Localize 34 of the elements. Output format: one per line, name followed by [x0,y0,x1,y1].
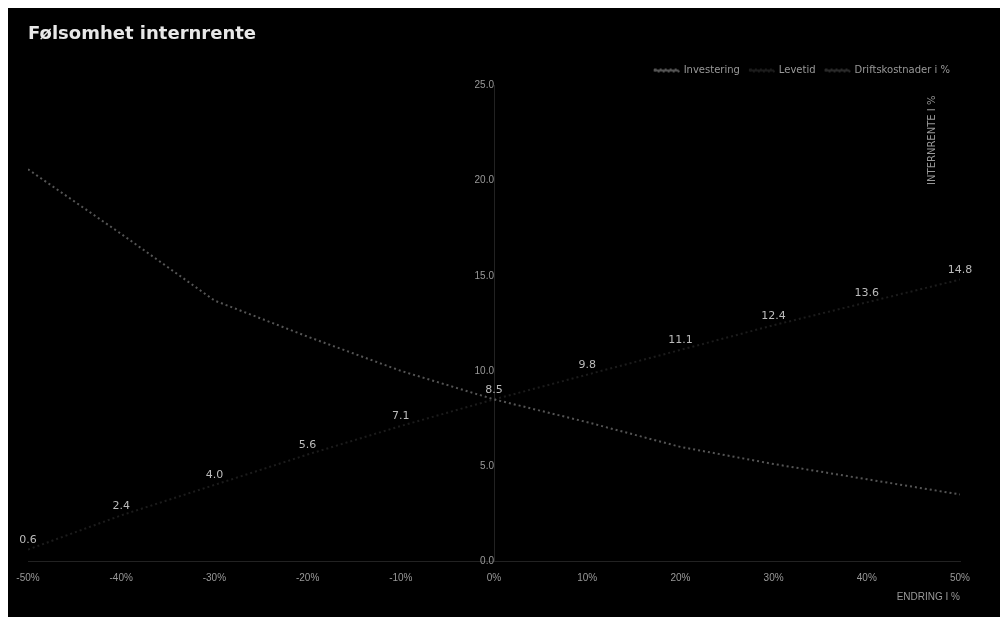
x-tick-label: 50% [949,571,971,583]
x-tick-label: 20% [670,571,691,583]
y-axis-title: INTERNRENTE I % [925,95,937,185]
data-label: 5.6 [298,437,317,451]
data-label: 7.1 [392,409,410,423]
x-tick-label: -10% [389,571,413,583]
y-tick-label: 0.0 [480,554,495,566]
x-tick-label: 10% [577,571,598,583]
data-label: 4.0 [205,468,224,482]
chart-title: Følsomhet internrente [28,22,257,44]
y-tick-label: 25.0 [474,79,495,91]
legend-label: Levetid [778,64,816,76]
data-label: 14.8 [947,262,973,276]
legend-label: Driftskostnader i % [854,64,950,76]
data-label: 9.8 [578,358,596,371]
x-tick-label: -50% [16,571,40,583]
data-label: 12.4 [761,308,786,322]
x-tick-label: -20% [295,571,320,583]
y-tick-label: 20.0 [474,174,495,186]
x-tick-label: 40% [856,571,877,583]
data-label: 13.6 [854,285,880,299]
x-tick-label: 30% [763,571,784,583]
data-label: 11.1 [668,333,693,347]
legend-label: Investering [683,64,740,76]
x-tick-label: -30% [202,571,227,583]
x-tick-label: 0% [486,571,502,583]
data-label: 8.5 [485,382,503,396]
y-tick-label: 10.0 [474,364,495,376]
x-tick-label: -40% [109,571,133,583]
data-label: 0.6 [19,532,37,546]
x-axis-title: ENDRING I % [896,590,961,602]
y-tick-label: 5.0 [480,459,495,471]
y-tick-label: 15.0 [474,269,495,281]
data-label: 2.4 [112,498,130,512]
